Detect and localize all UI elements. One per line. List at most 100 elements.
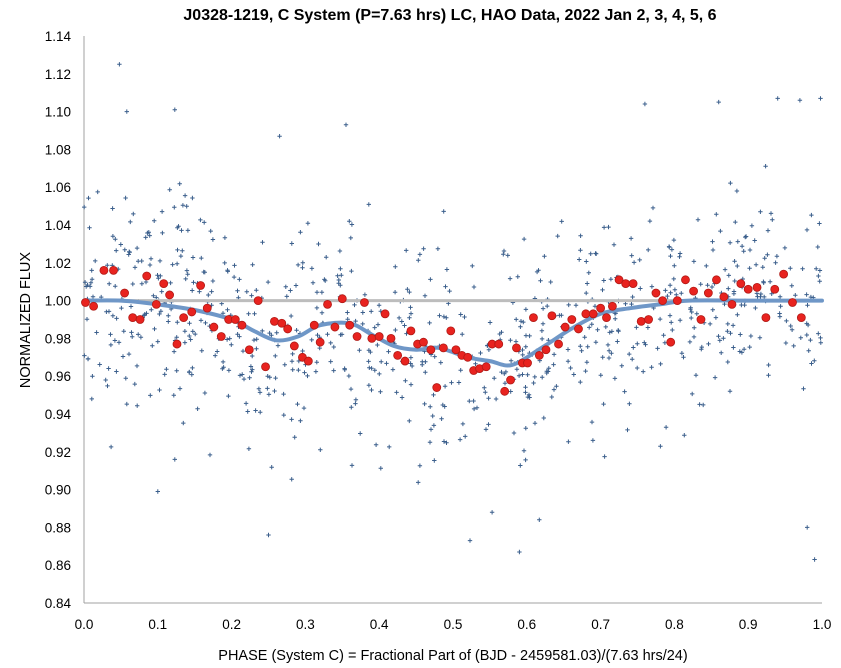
raw-data-point (319, 310, 325, 315)
raw-data-point (718, 228, 723, 234)
raw-data-point (193, 331, 198, 337)
raw-data-point (671, 237, 677, 243)
raw-data-point (147, 233, 152, 238)
raw-data-point (637, 257, 642, 263)
raw-data-point (629, 301, 634, 307)
raw-data-point (379, 359, 384, 364)
y-tick-label: 0.86 (45, 558, 71, 573)
raw-data-point (126, 252, 131, 257)
raw-data-point (521, 319, 526, 325)
raw-data-point (273, 375, 278, 381)
raw-data-point (107, 281, 112, 286)
raw-data-point (585, 281, 590, 286)
raw-data-point (697, 402, 702, 407)
raw-data-point (681, 355, 686, 360)
raw-data-point (663, 425, 669, 430)
binned-data-point (253, 296, 263, 306)
raw-data-point (526, 392, 532, 397)
raw-data-point (427, 440, 433, 445)
raw-data-point (812, 557, 817, 562)
raw-data-point (227, 336, 232, 341)
raw-data-point (302, 370, 307, 375)
raw-data-point (478, 350, 483, 356)
raw-data-point (460, 332, 465, 337)
raw-data-point (739, 244, 745, 249)
y-axis-label: NORMALIZED FLUX (18, 252, 34, 388)
y-tick-label: 1.12 (45, 67, 71, 82)
raw-data-point (818, 96, 823, 101)
raw-data-point (254, 346, 259, 351)
raw-data-point (288, 313, 294, 319)
raw-data-point (182, 193, 188, 198)
raw-data-point (603, 324, 608, 330)
binned-data-point (696, 315, 706, 324)
raw-data-point (309, 337, 314, 343)
binned-data-point (512, 343, 521, 353)
raw-data-point (366, 359, 371, 364)
binned-data-point (426, 345, 436, 355)
raw-data-point (642, 340, 647, 345)
raw-data-point (545, 303, 550, 309)
raw-data-point (694, 311, 699, 316)
raw-data-point (250, 367, 255, 372)
raw-data-point (135, 403, 140, 408)
raw-data-point (202, 390, 208, 396)
raw-data-point (224, 337, 230, 342)
raw-data-point (523, 457, 528, 463)
raw-data-point (166, 313, 171, 318)
raw-data-point (220, 359, 226, 365)
raw-data-point (540, 375, 545, 380)
raw-data-point (289, 241, 294, 246)
raw-data-point (523, 390, 528, 395)
raw-data-point (84, 284, 89, 289)
raw-data-point (765, 252, 770, 257)
raw-data-point (128, 304, 134, 309)
raw-data-point (611, 242, 617, 247)
raw-data-point (431, 423, 437, 428)
raw-data-point (376, 303, 382, 308)
raw-data-point (444, 315, 449, 320)
binned-data-point (712, 275, 721, 285)
raw-data-point (593, 251, 598, 256)
raw-data-point (130, 334, 135, 339)
raw-data-point (501, 252, 506, 257)
raw-data-point (505, 253, 510, 258)
raw-data-point (804, 332, 809, 338)
raw-data-point (108, 342, 114, 348)
raw-data-point (215, 349, 220, 354)
raw-data-point (110, 313, 116, 318)
y-tick-label: 0.84 (45, 596, 72, 611)
raw-data-point (517, 549, 522, 555)
raw-data-point (318, 447, 323, 452)
binned-data-point (374, 332, 384, 341)
raw-data-point (501, 248, 507, 254)
raw-data-point (707, 321, 713, 327)
raw-data-point (353, 401, 358, 406)
raw-data-point (669, 320, 674, 325)
raw-data-point (84, 317, 90, 322)
raw-data-point (757, 335, 763, 340)
raw-data-point (731, 291, 737, 296)
raw-data-point (407, 315, 412, 320)
raw-data-point (704, 263, 709, 269)
raw-data-point (732, 259, 737, 264)
binned-data-point (109, 265, 118, 275)
raw-data-point (689, 315, 694, 321)
binned-data-point (419, 337, 428, 347)
binned-data-point (135, 315, 145, 324)
raw-data-point (159, 209, 165, 214)
binned-data-point (89, 301, 98, 311)
raw-data-point (777, 311, 782, 316)
raw-data-point (457, 437, 463, 442)
binned-data-point (554, 339, 563, 349)
raw-data-point (487, 320, 493, 325)
raw-data-point (595, 327, 600, 332)
raw-data-point (177, 181, 182, 186)
binned-data-point (719, 292, 729, 302)
raw-data-point (269, 333, 274, 338)
raw-data-point (324, 255, 329, 260)
raw-data-point (244, 289, 249, 294)
raw-data-point (458, 368, 463, 373)
raw-data-point (439, 416, 444, 421)
